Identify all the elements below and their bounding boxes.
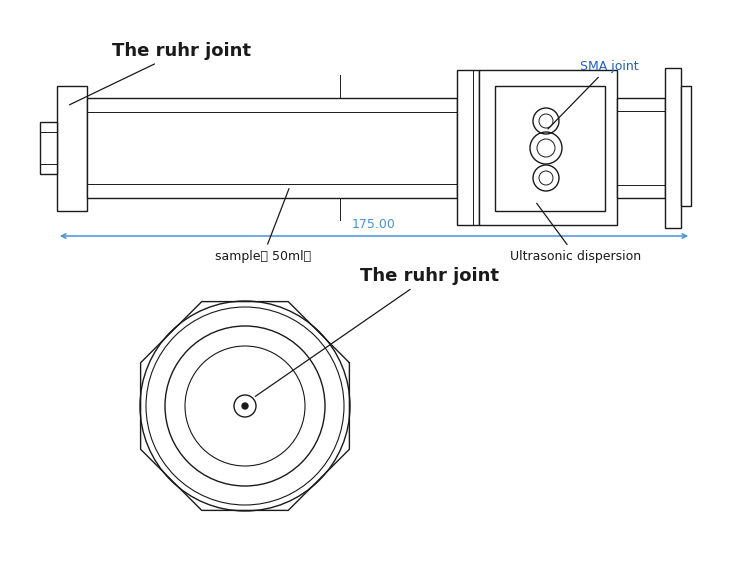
Bar xyxy=(681,86,691,206)
Text: 175.00: 175.00 xyxy=(352,218,396,231)
Circle shape xyxy=(242,403,248,409)
Bar xyxy=(479,70,617,225)
Text: SMA joint: SMA joint xyxy=(548,59,638,129)
Text: The ruhr joint: The ruhr joint xyxy=(70,42,251,105)
Bar xyxy=(617,98,665,198)
Bar xyxy=(457,70,479,225)
Bar xyxy=(495,86,605,211)
Bar xyxy=(665,68,681,228)
Bar xyxy=(87,98,457,198)
Bar xyxy=(57,86,87,211)
Text: The ruhr joint: The ruhr joint xyxy=(255,267,499,397)
Text: Ultrasonic dispersion: Ultrasonic dispersion xyxy=(510,203,641,263)
Text: sample（ 50ml）: sample（ 50ml） xyxy=(215,188,311,263)
Bar xyxy=(40,122,57,174)
